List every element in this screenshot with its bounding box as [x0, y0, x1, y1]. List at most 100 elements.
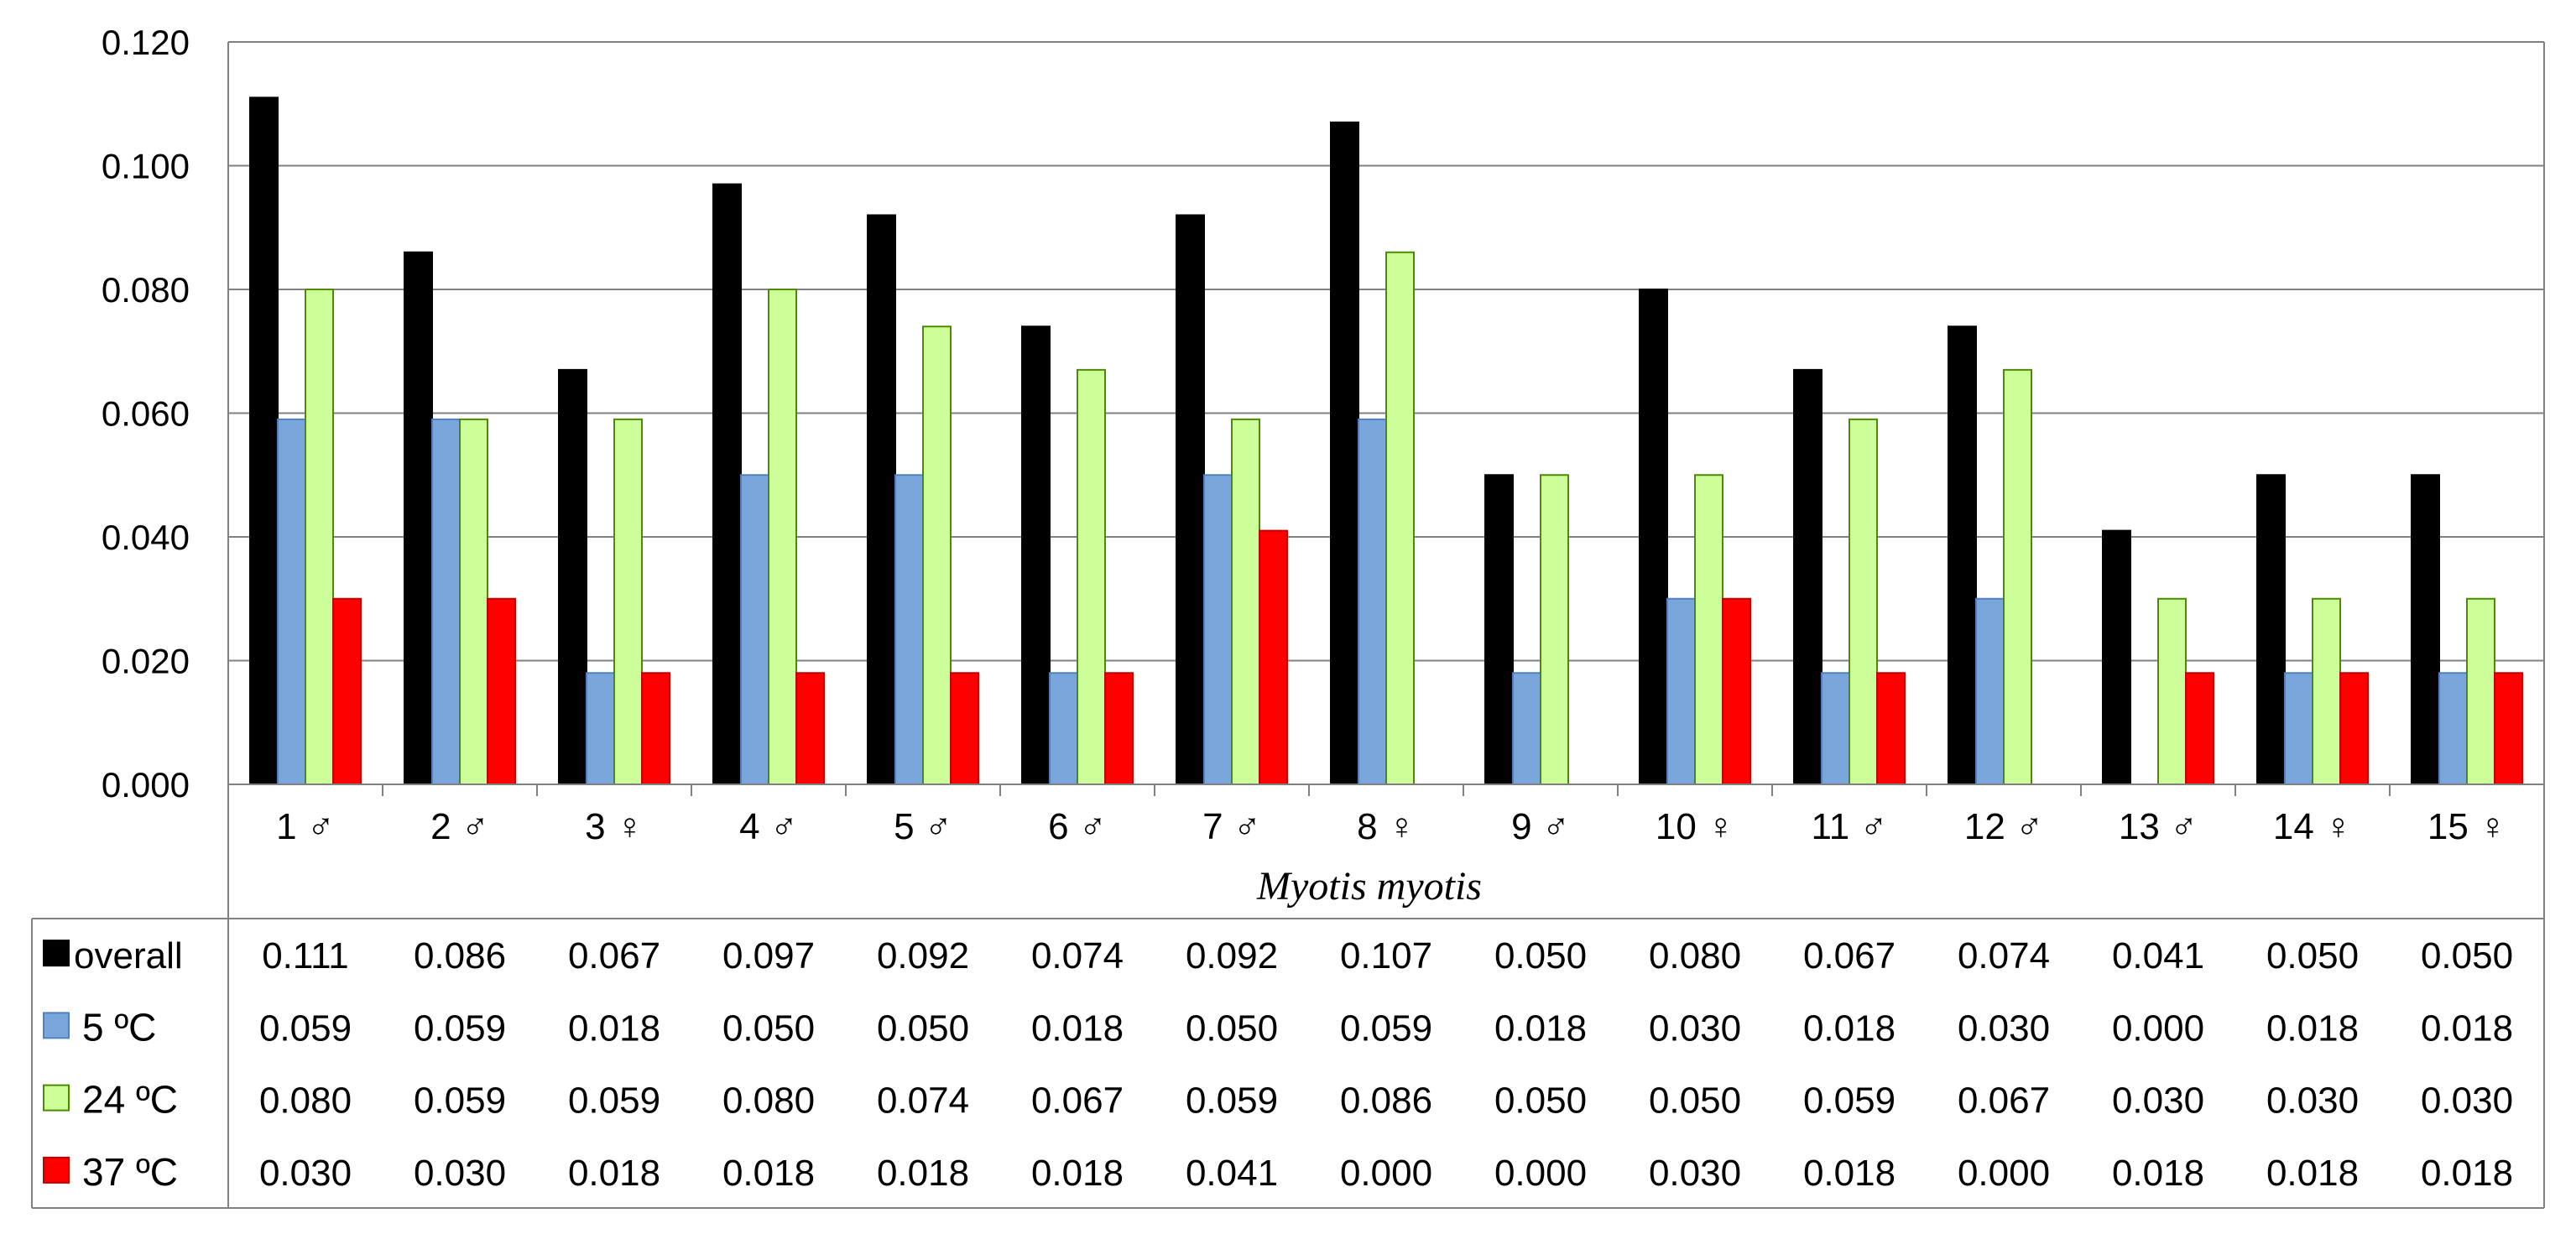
bar [404, 251, 433, 785]
table-cell: 0.000 [1340, 1153, 1432, 1194]
bar [1948, 325, 1977, 785]
bar [922, 325, 952, 785]
bars [249, 96, 2523, 785]
table-cell: 0.018 [1031, 1008, 1124, 1049]
x-category-label: 4 ♂ [739, 806, 798, 847]
bar [2185, 672, 2214, 785]
bar [2466, 597, 2495, 785]
bar [950, 672, 979, 785]
bar [1077, 368, 1106, 785]
table-cell: 0.018 [2112, 1153, 2204, 1194]
y-tick-label: 0.060 [102, 394, 190, 434]
table-cell: 0.080 [259, 1080, 352, 1122]
bar [2339, 672, 2369, 785]
bar [768, 289, 797, 785]
table-cell: 0.080 [1649, 935, 1741, 976]
y-tick-label: 0.080 [102, 270, 190, 310]
x-category-label: 5 ♂ [894, 806, 952, 847]
table-cell: 0.030 [414, 1153, 506, 1194]
bar [2003, 368, 2032, 785]
table-cell: 0.111 [262, 935, 349, 976]
table-cell: 0.018 [1803, 1153, 1895, 1194]
bar [1876, 672, 1906, 785]
legend-label: 5 ºC [82, 1005, 156, 1049]
legend-swatch [43, 940, 70, 967]
table-cell: 0.050 [1494, 1080, 1587, 1122]
bar [332, 597, 362, 785]
y-tick-label: 0.040 [102, 518, 190, 557]
bar [1694, 474, 1723, 785]
table-cell: 0.018 [568, 1008, 660, 1049]
table-cell: 0.018 [2421, 1008, 2513, 1049]
x-category-label: 2 ♂ [430, 806, 489, 847]
x-category-label: 11 ♂ [1812, 806, 1888, 847]
table-cell: 0.030 [1649, 1153, 1741, 1194]
x-category-label: 14 ♀ [2273, 806, 2352, 847]
table-cell: 0.067 [1031, 1080, 1124, 1122]
y-tick-label: 0.020 [102, 642, 190, 681]
table-cell: 0.050 [1186, 1008, 1278, 1049]
x-category-label: 6 ♂ [1048, 806, 1107, 847]
table-cell: 0.080 [722, 1080, 815, 1122]
bar [867, 214, 896, 785]
x-category-label: 3 ♀ [585, 806, 644, 847]
table-cell: 0.097 [722, 935, 815, 976]
bar [1385, 251, 1415, 785]
legend-label: 37 ºC [82, 1150, 178, 1194]
bar [1512, 672, 1541, 785]
table-cell: 0.050 [877, 1008, 969, 1049]
table-cell: 0.107 [1340, 935, 1432, 976]
bar [459, 418, 488, 785]
bar [2312, 597, 2341, 785]
table-cell: 0.059 [1340, 1008, 1432, 1049]
bar [558, 368, 587, 785]
table-cell: 0.000 [2112, 1008, 2204, 1049]
bar [1021, 325, 1051, 785]
x-axis-category-labels: 1 ♂ 2 ♂ 3 ♀ 4 ♂ 5 ♂ 6 ♂ 7 ♂ 8 ♀ 9 ♂ 10 ♀ 11 ♂ 12 ♂ 1… [276, 806, 2506, 847]
legend-swatch [43, 1084, 70, 1112]
y-axis-tick-labels: 0.000 0.020 0.040 0.060 0.080 0.100 0.120 [102, 23, 190, 804]
bar [1639, 289, 1668, 785]
bar [305, 289, 334, 785]
table-cell: 0.030 [2421, 1080, 2513, 1122]
x-category-label: 8 ♀ [1357, 806, 1416, 847]
table-cell: 0.018 [1031, 1153, 1124, 1194]
table-cell: 0.050 [1649, 1080, 1741, 1122]
bar [1975, 597, 2005, 785]
table-cell: 0.050 [2266, 935, 2359, 976]
table-cell: 0.074 [877, 1080, 969, 1122]
bar [2494, 672, 2523, 785]
bar [712, 183, 742, 785]
table-cell: 0.059 [1803, 1080, 1895, 1122]
bar [1049, 672, 1078, 785]
bar [1722, 597, 1751, 785]
bar [2102, 529, 2131, 785]
bar [1176, 214, 1205, 785]
table-cell: 0.086 [1340, 1080, 1432, 1122]
table-cell: 0.018 [2266, 1008, 2359, 1049]
x-category-label: 15 ♀ [2427, 806, 2506, 847]
legend-label: overall [74, 935, 183, 976]
bar [1330, 121, 1359, 785]
table-cell: 0.092 [877, 935, 969, 976]
x-axis-title: Myotis myotis [1256, 864, 1482, 909]
bar [1259, 529, 1288, 785]
legend-swatch [43, 1012, 70, 1039]
bar [1540, 474, 1569, 785]
bar [249, 96, 279, 785]
table-cell: 0.030 [2266, 1080, 2359, 1122]
table-cell: 0.030 [259, 1153, 352, 1194]
bar [613, 418, 643, 785]
bar [487, 597, 516, 785]
table-cell: 0.018 [2421, 1153, 2513, 1194]
table-cell: 0.074 [1958, 935, 2050, 976]
bar [2284, 672, 2313, 785]
table-cell: 0.050 [2421, 935, 2513, 976]
bar [2157, 597, 2187, 785]
table-cell: 0.074 [1031, 935, 1124, 976]
bar [431, 418, 461, 785]
bar [277, 418, 306, 785]
table-cell: 0.059 [1186, 1080, 1278, 1122]
